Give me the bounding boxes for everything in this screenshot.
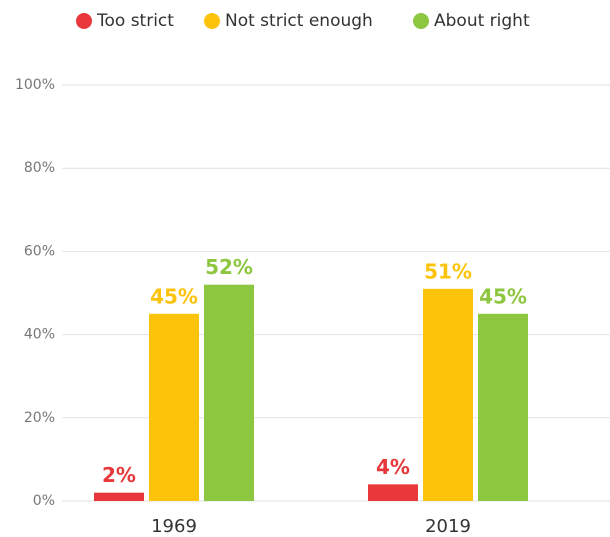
x-tick-label: 2019 xyxy=(425,516,471,537)
legend-label: Not strict enough xyxy=(225,11,373,31)
y-tick-label: 20% xyxy=(24,410,55,426)
bar xyxy=(478,313,528,501)
legend-label: About right xyxy=(434,11,530,31)
bar xyxy=(204,284,254,501)
legend-swatch xyxy=(204,13,220,29)
y-tick-label: 40% xyxy=(24,327,55,343)
bar xyxy=(423,288,473,501)
y-tick-label: 100% xyxy=(15,77,55,93)
value-label: 45% xyxy=(479,284,527,308)
value-label: 45% xyxy=(150,284,198,308)
legend-swatch xyxy=(76,13,92,29)
y-tick-label: 80% xyxy=(24,160,55,176)
bar xyxy=(368,484,418,501)
legend-label: Too strict xyxy=(96,11,174,31)
value-label: 4% xyxy=(376,455,410,479)
bar xyxy=(149,313,199,501)
y-tick-label: 60% xyxy=(24,243,55,259)
bar xyxy=(94,492,144,501)
y-tick-label: 0% xyxy=(33,493,55,509)
value-label: 52% xyxy=(205,255,253,279)
value-label: 2% xyxy=(102,463,136,487)
legend-swatch xyxy=(413,13,429,29)
x-tick-label: 1969 xyxy=(151,516,197,537)
value-label: 51% xyxy=(424,259,472,283)
